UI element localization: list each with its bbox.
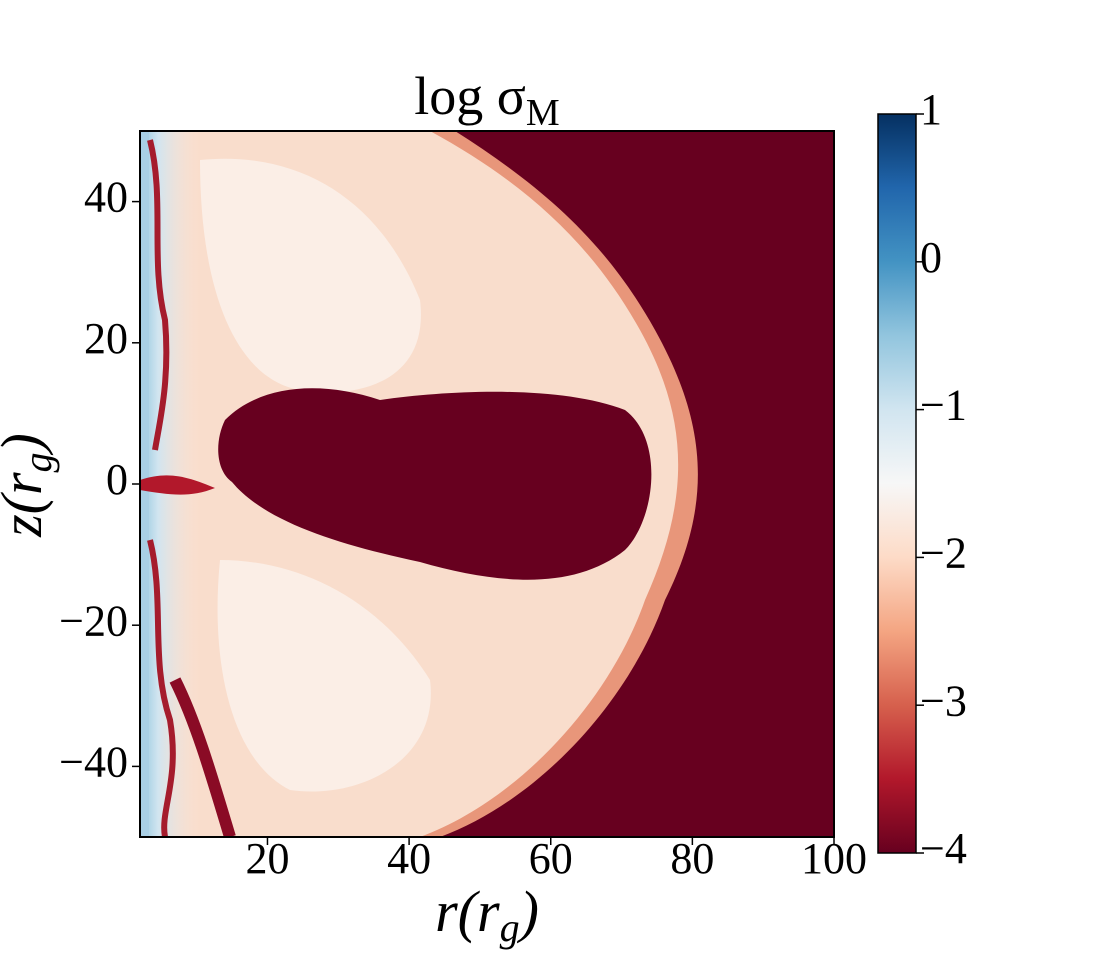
colorbar-tick-label: −3: [920, 676, 967, 725]
x-tick-label: 100: [801, 834, 867, 883]
colorbar: [877, 113, 917, 854]
colorbar-tick-label: −4: [920, 824, 967, 873]
x-label-subscript: g: [500, 905, 520, 950]
y-tick-label: 0: [106, 455, 128, 504]
field-image: [140, 131, 834, 837]
colorbar-tick-label: 1: [920, 85, 942, 134]
x-tick-label: 20: [245, 834, 289, 883]
x-axis-label: r(rg): [435, 879, 539, 950]
y-label-base: z(r: [0, 472, 54, 538]
x-label-base: r(r: [435, 879, 500, 944]
y-axis-label: z(rg): [0, 433, 60, 538]
x-tick-label: 40: [387, 834, 431, 883]
y-tick-label: 40: [84, 173, 128, 222]
y-label-end: ): [0, 433, 54, 455]
x-tick-label: 80: [670, 834, 714, 883]
y-tick-label: −20: [59, 596, 128, 645]
chart-title: log σM: [414, 66, 559, 133]
y-label-subscript: g: [15, 452, 60, 472]
colorbar-tick-label: 0: [920, 233, 942, 282]
y-tick-label: 20: [84, 314, 128, 363]
colorbar-tick-label: −2: [920, 528, 967, 577]
x-label-end: ): [517, 879, 539, 944]
colorbar-tick-label: −1: [920, 381, 967, 430]
y-tick-label: −40: [59, 737, 128, 786]
title-base: log σ: [414, 66, 526, 126]
title-subscript: M: [526, 92, 560, 134]
x-tick-label: 60: [529, 834, 573, 883]
